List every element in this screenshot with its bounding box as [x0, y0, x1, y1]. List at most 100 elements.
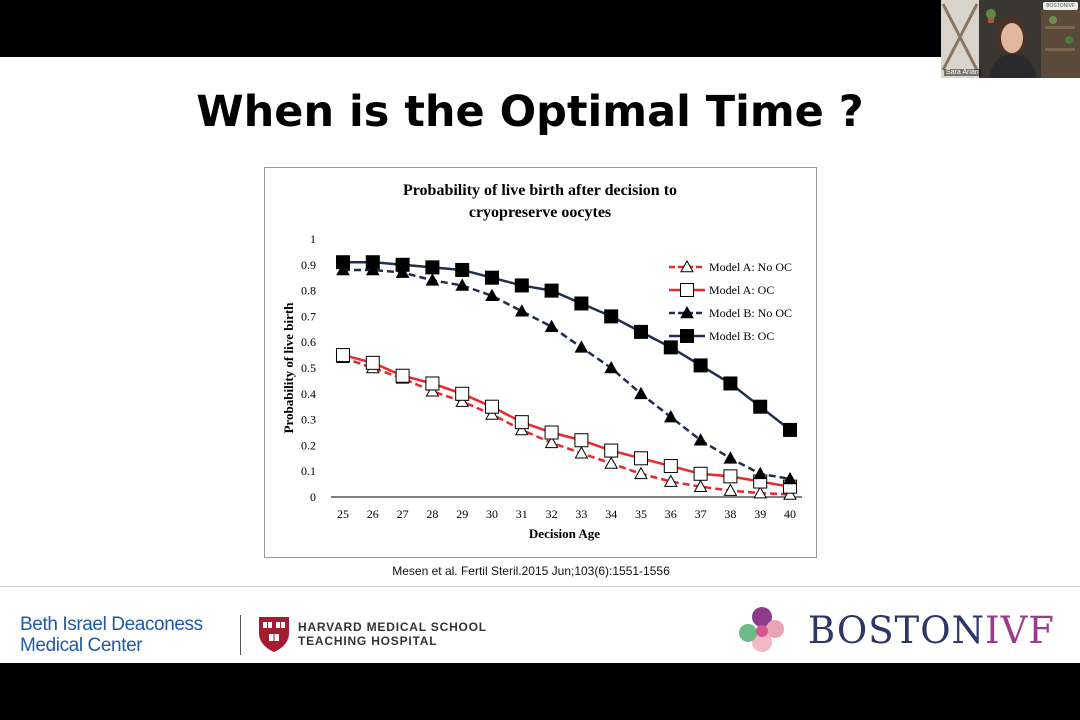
data-point-series-1	[425, 384, 440, 397]
data-point-series-2	[634, 451, 648, 466]
data-point-series-3	[395, 265, 410, 278]
data-point-series-2	[723, 469, 738, 484]
chart-figure: Probability of live birth after decision…	[264, 167, 817, 558]
bidmc-logo-line2: Medical Center	[20, 635, 143, 656]
series-line-4	[343, 260, 791, 431]
harvard-shield-icon	[259, 617, 289, 652]
bidmc-logo-line1: Beth Israel Deaconess	[20, 614, 203, 635]
y-axis-label: Probability of live birth	[281, 302, 296, 434]
legend-marker-1	[680, 259, 694, 273]
series-line-1	[342, 356, 791, 496]
data-point-series-2	[336, 348, 350, 363]
data-point-series-1	[485, 407, 499, 420]
data-point-series-4	[753, 399, 768, 414]
data-point-series-4	[455, 262, 470, 277]
legend-label-2: Model A: OC	[709, 283, 774, 297]
y-tick-label: 0.4	[301, 387, 316, 401]
data-point-series-4	[514, 278, 529, 293]
data-point-series-3	[604, 360, 619, 374]
data-point-series-3	[753, 466, 768, 480]
data-point-series-1	[753, 486, 768, 499]
data-point-series-3	[634, 386, 648, 400]
data-point-series-3	[455, 278, 470, 291]
data-point-series-4	[544, 283, 559, 298]
data-point-series-4	[574, 296, 589, 311]
data-point-series-4	[693, 358, 708, 373]
data-point-series-4	[604, 309, 619, 324]
bostonivf-logo-text: BOSTONIVF	[808, 609, 1055, 652]
x-tick-label: 27	[397, 507, 409, 521]
data-point-series-1	[663, 474, 678, 487]
legend-label-4: Model B: OC	[709, 329, 774, 343]
series-line-3	[343, 268, 791, 481]
data-point-series-2	[455, 386, 470, 401]
data-point-series-4	[634, 324, 648, 339]
data-point-series-1	[693, 479, 708, 492]
chart-title-line1: Probability of live birth after decision…	[403, 182, 677, 199]
data-point-series-3	[693, 433, 708, 446]
x-tick-label: 25	[337, 507, 349, 521]
x-tick-label: 39	[754, 507, 766, 521]
y-tick-label: 0	[310, 490, 316, 504]
data-point-series-2	[425, 376, 440, 391]
data-point-series-1	[574, 446, 589, 459]
slide-title: When is the Optimal Time ?	[196, 87, 864, 137]
x-tick-label: 26	[367, 507, 379, 521]
data-point-series-3	[783, 471, 797, 485]
data-point-series-1	[544, 435, 559, 449]
y-tick-label: 0.9	[301, 258, 316, 272]
data-point-series-2	[574, 433, 589, 448]
bostonivf-text-ivf: IVF	[984, 609, 1055, 652]
x-tick-label: 35	[635, 507, 647, 521]
data-point-series-3	[574, 340, 589, 353]
data-point-series-3	[336, 262, 350, 276]
data-point-series-1	[634, 466, 648, 480]
data-point-series-1	[514, 422, 529, 436]
logo-separator	[240, 615, 241, 655]
chart-title-line2: cryopreserve oocytes	[469, 204, 611, 221]
x-tick-label: 34	[605, 507, 617, 521]
x-tick-label: 32	[546, 507, 558, 521]
data-point-series-2	[514, 415, 529, 430]
citation: Mesen et al. Fertil Steril.2015 Jun;103(…	[392, 564, 670, 578]
data-point-series-4	[365, 255, 380, 270]
data-point-series-4	[336, 255, 350, 270]
data-point-series-3	[663, 409, 678, 423]
slide: When is the Optimal Time ? Probability o…	[0, 57, 1080, 663]
data-point-series-3	[544, 319, 559, 333]
x-tick-label: 40	[784, 507, 796, 521]
data-point-series-2	[604, 443, 619, 458]
data-point-series-4	[485, 270, 499, 285]
x-axis-label: Decision Age	[529, 526, 600, 541]
participant-video-tile[interactable]: BOSTONIVF Sara Arian	[941, 0, 1080, 78]
y-tick-label: 0.1	[301, 464, 316, 478]
data-point-series-1	[723, 483, 738, 496]
y-tick-label: 0.2	[301, 438, 316, 452]
legend-marker-3	[680, 305, 694, 319]
x-tick-label: 37	[695, 507, 707, 521]
y-tick-label: 0.7	[301, 309, 316, 323]
y-tick-label: 1	[310, 232, 316, 246]
legend-marker-2	[680, 283, 694, 297]
data-point-series-3	[365, 262, 380, 276]
hms-logo-line2: TEACHING HOSPITAL	[298, 634, 438, 648]
y-tick-label: 0.5	[301, 361, 316, 375]
x-tick-label: 30	[486, 507, 498, 521]
data-point-series-4	[395, 257, 410, 272]
tile-brand-badge: BOSTONIVF	[1043, 2, 1078, 10]
hms-logo-line1: HARVARD MEDICAL SCHOOL	[298, 620, 487, 634]
legend-label-1: Model A: No OC	[709, 260, 792, 274]
data-point-series-2	[365, 355, 380, 370]
footer-divider	[0, 586, 1080, 587]
bidmc-logo: Beth Israel Deaconess Medical Center	[20, 614, 203, 656]
data-point-series-1	[455, 394, 470, 407]
data-point-series-4	[663, 340, 678, 355]
participant-video-feed	[941, 0, 1080, 78]
hms-logo: HARVARD MEDICAL SCHOOL TEACHING HOSPITAL	[298, 620, 487, 648]
data-point-series-3	[514, 304, 529, 317]
bostonivf-flower-icon	[739, 607, 784, 652]
data-point-series-3	[723, 451, 738, 464]
participant-name-label: Sara Arian	[944, 69, 981, 76]
data-point-series-4	[425, 260, 440, 275]
x-tick-label: 29	[456, 507, 468, 521]
